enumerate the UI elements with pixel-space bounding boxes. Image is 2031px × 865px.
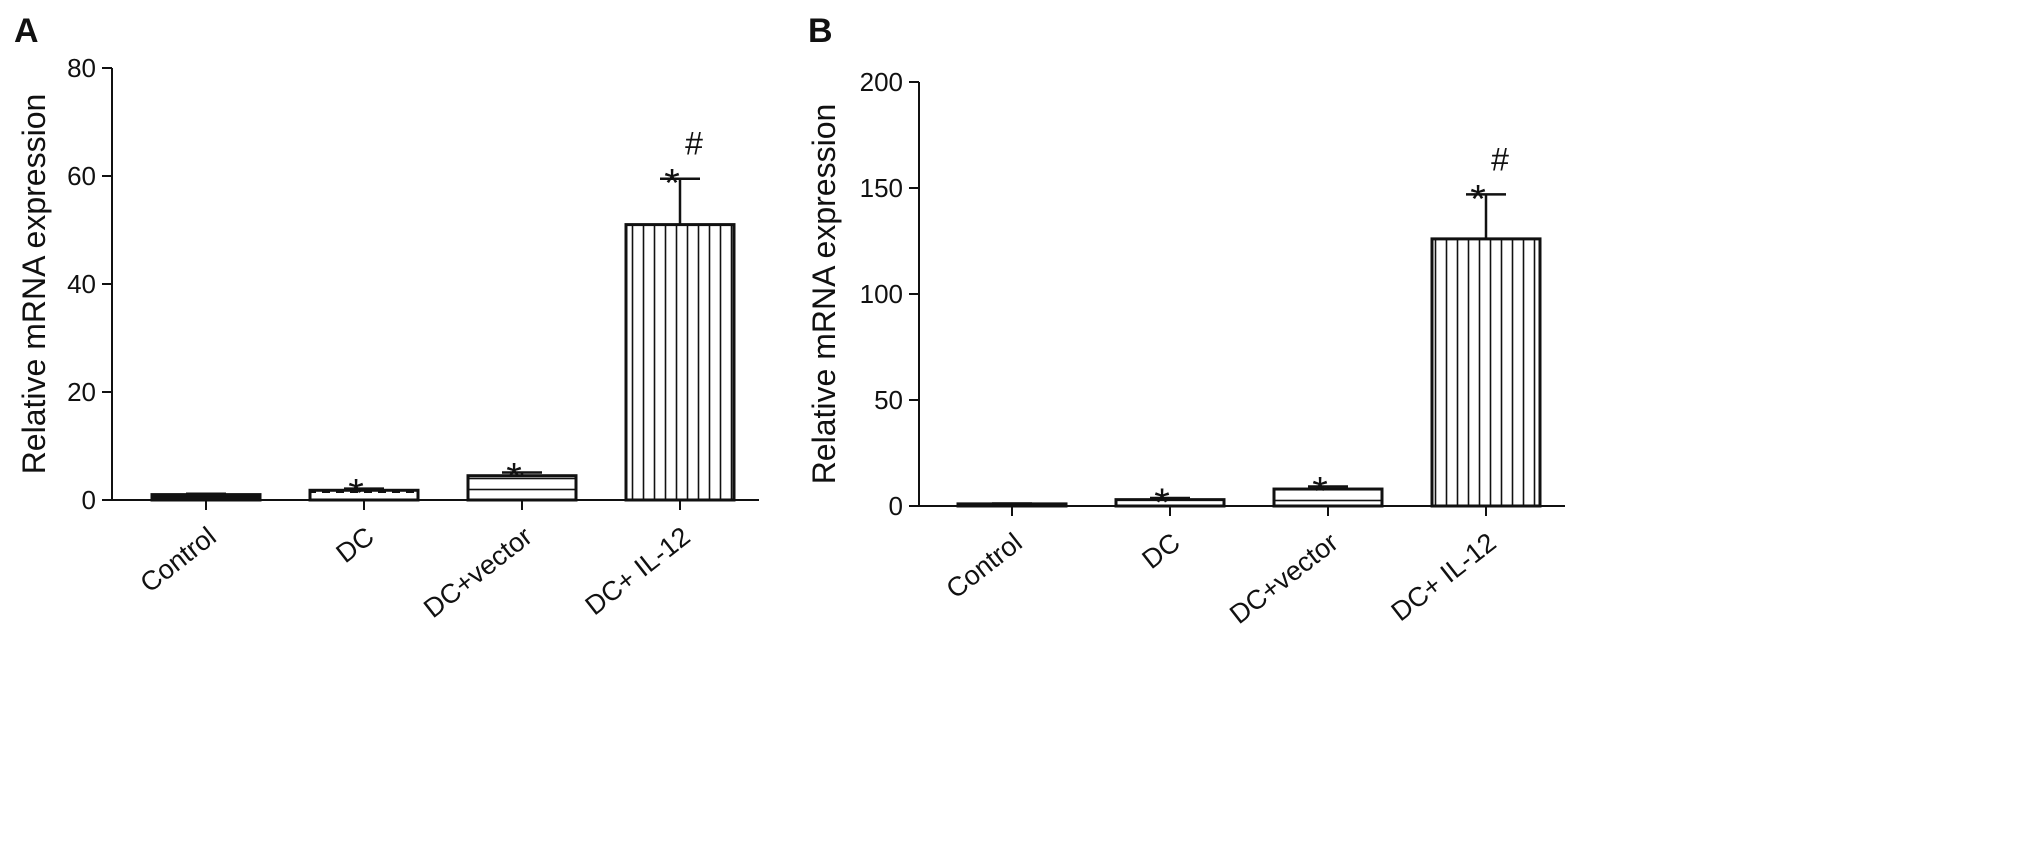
bar (466, 474, 578, 502)
bar (1430, 237, 1542, 508)
significance-hash: # (685, 126, 703, 162)
significance-asterisk: * (1470, 177, 1486, 221)
category-label: DC+ IL-12 (1386, 527, 1502, 627)
y-tick-label: 0 (889, 491, 903, 521)
bar (1114, 498, 1226, 508)
bar (1272, 487, 1384, 508)
y-tick-label: 100 (860, 279, 903, 309)
significance-hash: # (1491, 141, 1509, 177)
category-label: Control (135, 521, 222, 598)
category-label: DC+ IL-12 (580, 521, 696, 621)
bar (624, 223, 736, 502)
category-label: DC+vector (1224, 527, 1344, 630)
category-label: DC (1136, 527, 1185, 575)
y-tick-label: 50 (874, 385, 903, 415)
y-axis-title: Relative mRNA expression (806, 104, 842, 485)
y-tick-label: 40 (67, 269, 96, 299)
y-tick-label: 150 (860, 173, 903, 203)
y-tick-label: 20 (67, 377, 96, 407)
category-label: DC+vector (418, 521, 538, 624)
bar (308, 488, 420, 502)
significance-asterisk: * (1154, 481, 1170, 525)
significance-asterisk: * (664, 162, 680, 206)
panel-label: A (14, 12, 39, 50)
category-label: DC (330, 521, 379, 569)
y-tick-label: 80 (67, 53, 96, 83)
category-label: Control (941, 527, 1028, 604)
panel-b: B 0 50 100 150 200 Relative mRNA expression Con… (806, 12, 1565, 630)
y-tick-label: 60 (67, 161, 96, 191)
significance-asterisk: * (1312, 469, 1328, 513)
panel-a: A 0 20 40 60 80 Relative mRNA expression Contro… (14, 12, 759, 624)
bar (150, 493, 262, 502)
y-tick-label: 200 (860, 67, 903, 97)
significance-asterisk: * (506, 455, 522, 499)
y-axis-title: Relative mRNA expression (16, 94, 52, 475)
y-tick-label: 0 (82, 485, 96, 515)
significance-asterisk: * (348, 472, 364, 516)
panel-label: B (808, 12, 833, 50)
